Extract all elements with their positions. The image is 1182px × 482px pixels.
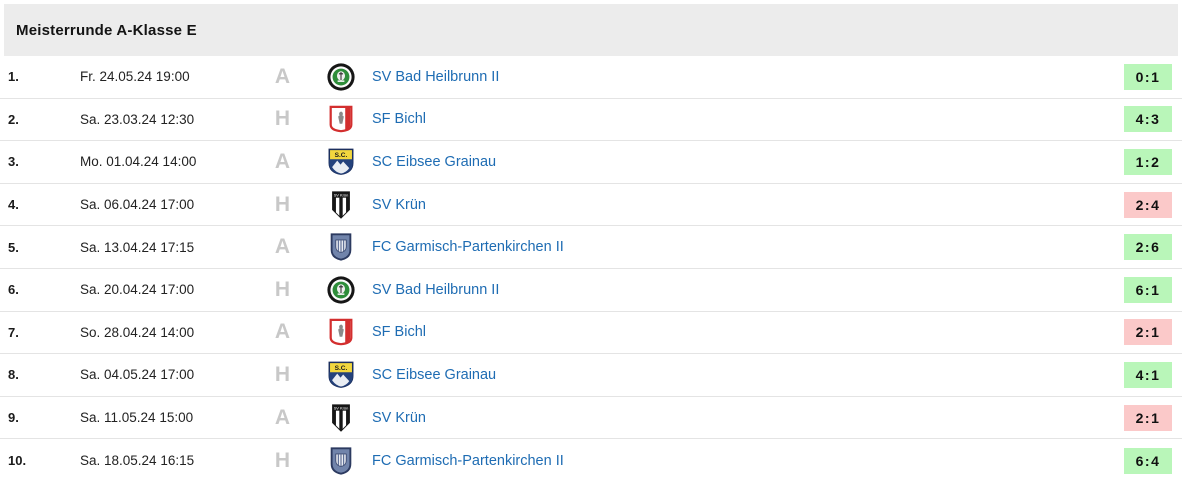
score-badge[interactable]: 2:4 [1124, 191, 1172, 218]
home-away-indicator: A [274, 405, 291, 429]
club-logo-icon [310, 104, 372, 134]
team-link[interactable]: FC Garmisch-Partenkirchen II [372, 452, 564, 469]
match-datetime: Sa. 18.05.24 16:15 [80, 453, 195, 469]
match-list: 1. Fr. 24.05.24 19:00 A SV Bad Heilbrunn… [0, 56, 1182, 482]
match-number: 9. [8, 410, 19, 426]
match-row: 10. Sa. 18.05.24 16:15 H FC Garmisch-Par… [0, 439, 1182, 482]
match-number: 2. [8, 111, 19, 127]
score-badge[interactable]: 4:3 [1124, 106, 1172, 133]
match-row: 2. Sa. 23.03.24 12:30 H SF Bichl 4:3 [0, 98, 1182, 142]
home-away-indicator: H [274, 107, 291, 131]
match-number: 5. [8, 239, 19, 255]
club-logo-icon [310, 446, 372, 476]
match-row: 3. Mo. 01.04.24 14:00 A SC Eibsee Graina… [0, 141, 1182, 184]
team-link[interactable]: SV Krün [372, 409, 426, 426]
home-away-indicator: H [274, 277, 291, 301]
home-away-indicator: A [274, 235, 291, 259]
match-datetime: Sa. 13.04.24 17:15 [80, 239, 195, 255]
match-row: 1. Fr. 24.05.24 19:00 A SV Bad Heilbrunn… [0, 56, 1182, 99]
team-link[interactable]: SF Bichl [372, 111, 426, 128]
match-row: 6. Sa. 20.04.24 17:00 H SV Bad Heilbrunn… [0, 268, 1182, 312]
match-datetime: Sa. 20.04.24 17:00 [80, 282, 195, 298]
score-badge[interactable]: 1:2 [1124, 148, 1172, 175]
club-logo-icon [310, 62, 372, 92]
club-logo-icon [310, 190, 372, 220]
match-number: 8. [8, 367, 19, 383]
home-away-indicator: A [274, 149, 291, 173]
match-number: 10. [8, 453, 27, 469]
match-datetime: Mo. 01.04.24 14:00 [80, 154, 197, 170]
match-row: 8. Sa. 04.05.24 17:00 H SC Eibsee Graina… [0, 354, 1182, 397]
match-number: 7. [8, 324, 19, 340]
score-badge[interactable]: 6:4 [1124, 447, 1172, 474]
club-logo-icon [310, 360, 372, 390]
score-badge[interactable]: 2:1 [1124, 319, 1172, 346]
home-away-indicator: H [274, 448, 291, 472]
section-title: Meisterrunde A-Klasse E [16, 21, 197, 39]
team-link[interactable]: SC Eibsee Grainau [372, 153, 497, 170]
home-away-indicator: A [274, 64, 291, 88]
match-row: 5. Sa. 13.04.24 17:15 A FC Garmisch-Part… [0, 226, 1182, 269]
match-number: 3. [8, 154, 19, 170]
match-number: 4. [8, 197, 19, 213]
match-row: 7. So. 28.04.24 14:00 A SF Bichl 2:1 [0, 311, 1182, 355]
score-badge[interactable]: 2:1 [1124, 404, 1172, 431]
club-logo-icon [310, 275, 372, 305]
team-link[interactable]: SV Bad Heilbrunn II [372, 281, 500, 298]
team-link[interactable]: SF Bichl [372, 324, 426, 341]
score-badge[interactable]: 4:1 [1124, 361, 1172, 388]
match-datetime: Fr. 24.05.24 19:00 [80, 69, 190, 85]
score-badge[interactable]: 0:1 [1124, 63, 1172, 90]
home-away-indicator: H [274, 362, 291, 386]
match-datetime: Sa. 04.05.24 17:00 [80, 367, 195, 383]
match-number: 1. [8, 69, 19, 85]
match-datetime: Sa. 23.03.24 12:30 [80, 111, 195, 127]
team-link[interactable]: SV Bad Heilbrunn II [372, 68, 500, 85]
team-link[interactable]: SV Krün [372, 196, 426, 213]
match-datetime: So. 28.04.24 14:00 [80, 324, 195, 340]
team-link[interactable]: SC Eibsee Grainau [372, 366, 497, 383]
club-logo-icon [310, 147, 372, 177]
match-row: 9. Sa. 11.05.24 15:00 A SV Krün 2:1 [0, 396, 1182, 440]
score-badge[interactable]: 2:6 [1124, 234, 1172, 261]
match-row: 4. Sa. 06.04.24 17:00 H SV Krün 2:4 [0, 183, 1182, 227]
section-header: Meisterrunde A-Klasse E [4, 4, 1178, 56]
match-number: 6. [8, 282, 19, 298]
match-datetime: Sa. 06.04.24 17:00 [80, 197, 195, 213]
home-away-indicator: H [274, 192, 291, 216]
team-link[interactable]: FC Garmisch-Partenkirchen II [372, 239, 564, 256]
score-badge[interactable]: 6:1 [1124, 276, 1172, 303]
club-logo-icon [310, 232, 372, 262]
club-logo-icon [310, 317, 372, 347]
home-away-indicator: A [274, 320, 291, 344]
match-datetime: Sa. 11.05.24 15:00 [80, 410, 194, 426]
club-logo-icon [310, 403, 372, 433]
